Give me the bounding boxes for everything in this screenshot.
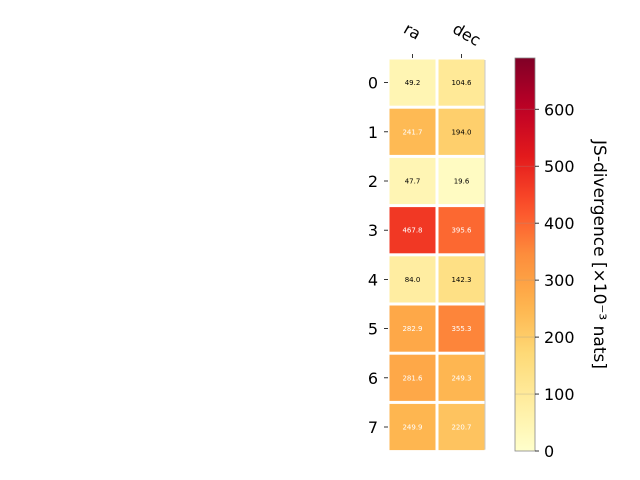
heatmap-cell bbox=[389, 59, 436, 106]
cell-value-label: 104.6 bbox=[451, 79, 472, 87]
row-tick-label: 0 bbox=[368, 74, 378, 93]
cell-value-label: 249.3 bbox=[451, 374, 471, 382]
column-tick-label: ra bbox=[401, 19, 425, 44]
cell-value-label: 249.9 bbox=[402, 424, 422, 432]
cell-value-label: 467.8 bbox=[402, 227, 422, 235]
column-tick-label: dec bbox=[450, 19, 484, 50]
row-tick-label: 7 bbox=[368, 418, 378, 437]
heatmap-cell bbox=[438, 157, 485, 205]
heatmap-cell bbox=[389, 305, 436, 352]
colorbar-tick-label: 600 bbox=[544, 100, 575, 119]
heatmap-cell bbox=[389, 256, 436, 303]
row-tick-label: 2 bbox=[368, 172, 378, 191]
colorbar-tick-label: 200 bbox=[544, 328, 575, 347]
cell-value-label: 241.7 bbox=[402, 128, 422, 136]
heatmap-cell bbox=[438, 207, 485, 254]
cell-value-label: 142.3 bbox=[451, 276, 471, 284]
colorbar-tick-label: 100 bbox=[544, 385, 575, 404]
cell-value-label: 49.2 bbox=[405, 79, 421, 87]
heatmap-cell bbox=[389, 354, 436, 401]
row-tick-label: 1 bbox=[368, 123, 378, 142]
cell-value-label: 281.6 bbox=[402, 374, 423, 382]
heatmap-cell bbox=[438, 256, 485, 303]
heatmap-cell bbox=[438, 305, 485, 352]
colorbar-title: JS-divergence [×10⁻³ nats] bbox=[589, 139, 609, 369]
heatmap-cell bbox=[438, 59, 485, 106]
colorbar-tick-label: 0 bbox=[544, 442, 554, 461]
colorbar: 0 100 200 300 400 500 600 JS-divergence [×10⁻³ … bbox=[514, 57, 609, 461]
cell-value-label: 220.7 bbox=[451, 424, 471, 432]
row-tick-label: 3 bbox=[368, 221, 378, 240]
heatmap-cell bbox=[438, 403, 485, 451]
cell-value-label: 47.7 bbox=[405, 178, 421, 186]
cell-value-label: 84.0 bbox=[405, 276, 421, 284]
colorbar-tick-label: 500 bbox=[544, 157, 575, 176]
colorbar-tick-label: 300 bbox=[544, 271, 575, 290]
cell-value-label: 194.0 bbox=[451, 128, 471, 136]
heatmap-cell bbox=[389, 403, 436, 451]
cell-value-label: 19.6 bbox=[454, 178, 470, 186]
row-tick-label: 5 bbox=[368, 320, 378, 339]
heatmap-cell bbox=[389, 108, 436, 155]
colorbar-gradient bbox=[514, 57, 536, 452]
cell-value-label: 282.9 bbox=[402, 325, 422, 333]
heatmap-grid: 49.2 104.6 241.7 194.0 47.7 19.6 467.8 395.6 84.… bbox=[389, 59, 486, 451]
cell-value-label: 355.3 bbox=[451, 325, 471, 333]
heatmap-cell bbox=[438, 108, 485, 155]
colorbar-tick-label: 400 bbox=[544, 214, 575, 233]
row-tick-label: 6 bbox=[368, 369, 378, 388]
column-axis: ra dec bbox=[401, 19, 484, 58]
row-axis: 0 1 2 3 4 5 6 7 bbox=[368, 74, 388, 437]
heatmap-cell bbox=[389, 207, 436, 254]
row-tick-label: 4 bbox=[368, 270, 378, 289]
heatmap-cell bbox=[389, 157, 436, 205]
heatmap-cell bbox=[438, 354, 485, 401]
cell-value-label: 395.6 bbox=[451, 227, 472, 235]
